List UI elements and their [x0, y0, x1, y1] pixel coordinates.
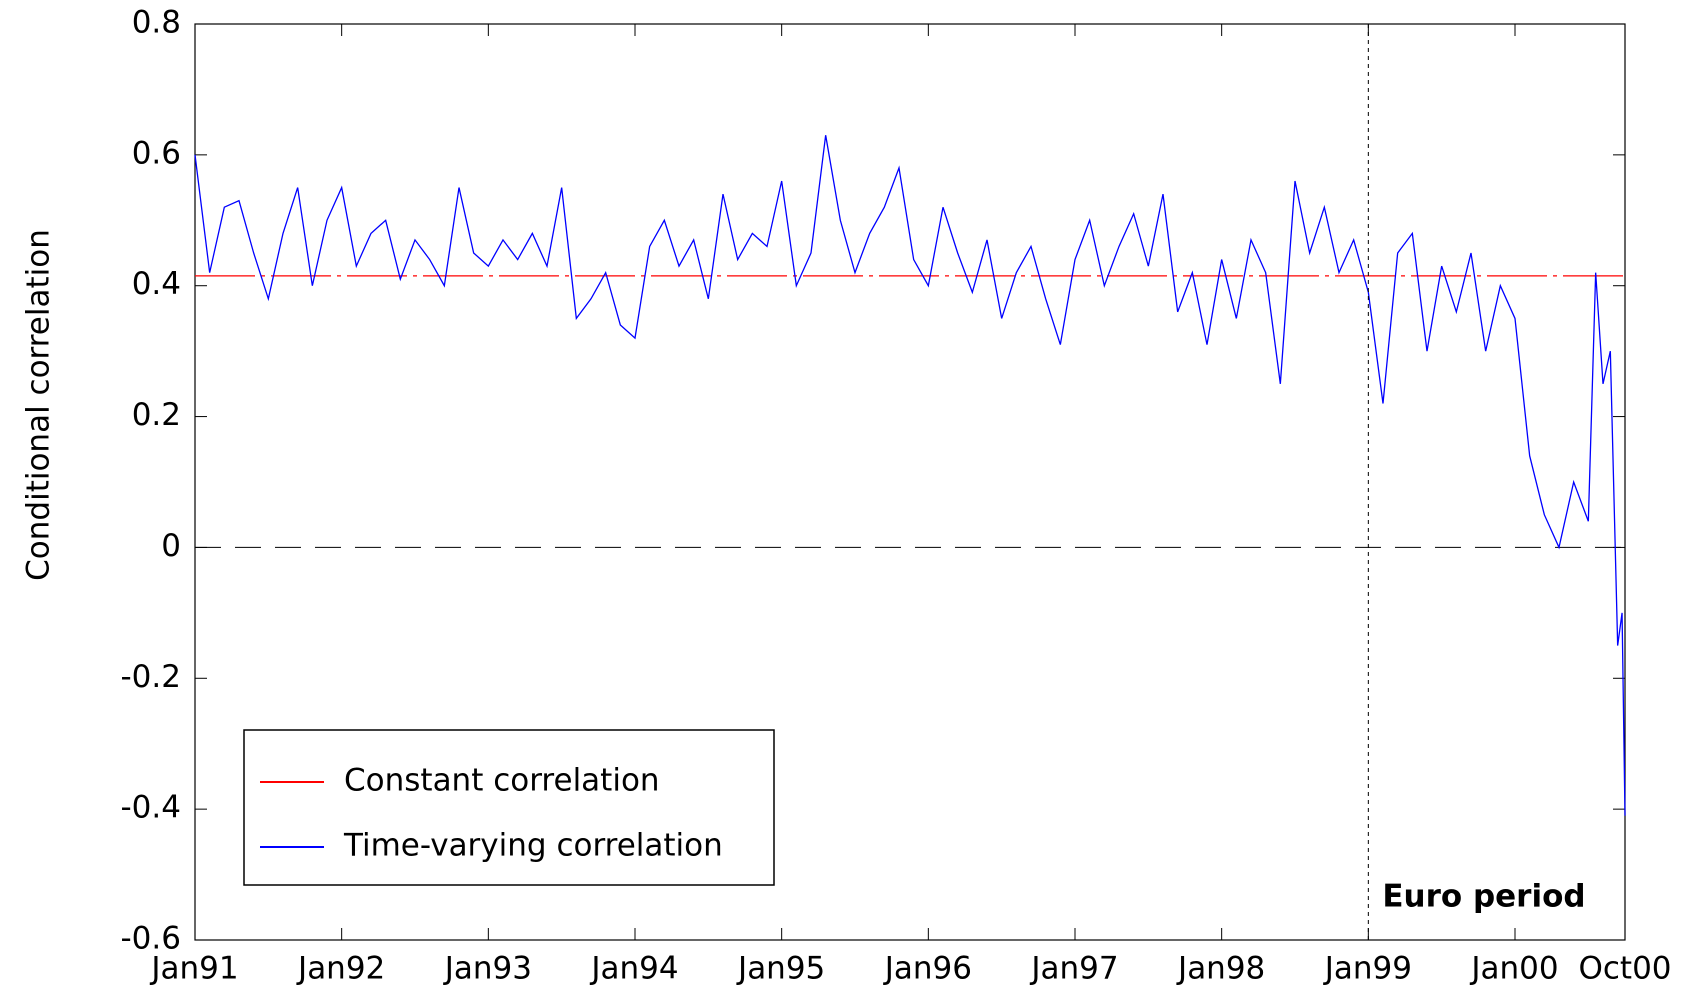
y-tick-label: 0.8: [132, 5, 181, 41]
annotation: Euro period: [1382, 879, 1585, 915]
x-tick-label: Jan99: [1323, 951, 1412, 987]
y-tick-label: 0: [161, 528, 181, 564]
y-tick-label: -0.2: [121, 659, 182, 695]
x-tick-label: Jan94: [589, 951, 678, 987]
legend-box: [243, 729, 775, 886]
legend-label: Constant correlation: [344, 763, 660, 799]
x-tick-label: Jan98: [1176, 951, 1265, 987]
x-tick-label: Jan91: [149, 951, 238, 987]
x-tick-label: Jan95: [736, 951, 825, 987]
x-tick-label: Jan93: [443, 951, 532, 987]
series-line: [194, 135, 1626, 816]
y-tick-label: 0.4: [132, 266, 181, 302]
x-tick-label: Jan92: [296, 951, 385, 987]
x-tick-label: Jan96: [883, 951, 972, 987]
y-tick-label: 0.2: [132, 397, 181, 433]
y-axis-label: Conditional correlation: [21, 229, 57, 581]
y-tick-label: -0.4: [121, 790, 182, 826]
y-tick-label: 0.6: [132, 135, 181, 171]
x-tick-label: Oct00: [1578, 951, 1671, 987]
legend-label: Time-varying correlation: [343, 828, 723, 864]
y-tick-label: -0.6: [121, 921, 182, 957]
x-tick-label: Jan00: [1469, 951, 1558, 987]
plot-frame: [194, 23, 1626, 941]
x-tick-label: Jan97: [1029, 951, 1118, 987]
